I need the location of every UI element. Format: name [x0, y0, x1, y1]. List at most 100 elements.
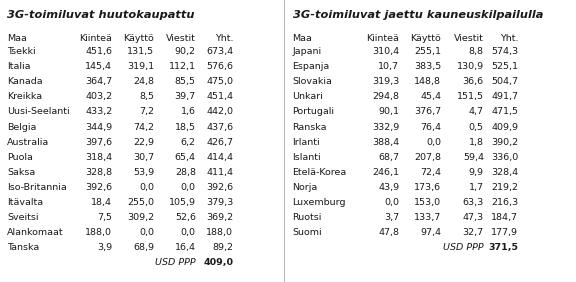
Text: 151,5: 151,5	[457, 92, 484, 101]
Text: Islanti: Islanti	[293, 153, 321, 162]
Text: 131,5: 131,5	[127, 47, 154, 56]
Text: 451,4: 451,4	[206, 92, 233, 101]
Text: 576,6: 576,6	[206, 62, 233, 71]
Text: 246,1: 246,1	[372, 168, 399, 177]
Text: 65,4: 65,4	[175, 153, 196, 162]
Text: 491,7: 491,7	[491, 92, 518, 101]
Text: Saksa: Saksa	[7, 168, 35, 177]
Text: 390,2: 390,2	[491, 138, 518, 147]
Text: 1,8: 1,8	[469, 138, 484, 147]
Text: 184,7: 184,7	[491, 213, 518, 222]
Text: 97,4: 97,4	[420, 228, 441, 237]
Text: 145,4: 145,4	[85, 62, 112, 71]
Text: 369,2: 369,2	[206, 213, 233, 222]
Text: 3,9: 3,9	[97, 243, 112, 252]
Text: USD PPP: USD PPP	[443, 243, 484, 252]
Text: 8,5: 8,5	[139, 92, 154, 101]
Text: Irlanti: Irlanti	[293, 138, 320, 147]
Text: 177,9: 177,9	[491, 228, 518, 237]
Text: 319,3: 319,3	[372, 77, 399, 86]
Text: Tsekki: Tsekki	[7, 47, 36, 56]
Text: 426,7: 426,7	[206, 138, 233, 147]
Text: 451,6: 451,6	[85, 47, 112, 56]
Text: 411,4: 411,4	[206, 168, 233, 177]
Text: 309,2: 309,2	[127, 213, 154, 222]
Text: 9,9: 9,9	[469, 168, 484, 177]
Text: 7,5: 7,5	[97, 213, 112, 222]
Text: 392,6: 392,6	[85, 183, 112, 192]
Text: 173,6: 173,6	[414, 183, 441, 192]
Text: 409,9: 409,9	[491, 123, 518, 131]
Text: 63,3: 63,3	[463, 198, 484, 207]
Text: Belgia: Belgia	[7, 123, 36, 131]
Text: Kanada: Kanada	[7, 77, 43, 86]
Text: 207,8: 207,8	[414, 153, 441, 162]
Text: 3G-toimiluvat jaettu kauneuskilpailulla: 3G-toimiluvat jaettu kauneuskilpailulla	[293, 10, 543, 20]
Text: Espanja: Espanja	[293, 62, 330, 71]
Text: 525,1: 525,1	[491, 62, 518, 71]
Text: 219,2: 219,2	[491, 183, 518, 192]
Text: 133,7: 133,7	[414, 213, 441, 222]
Text: 22,9: 22,9	[134, 138, 154, 147]
Text: 294,8: 294,8	[372, 92, 399, 101]
Text: 0,0: 0,0	[426, 138, 441, 147]
Text: USD PPP: USD PPP	[155, 258, 196, 267]
Text: 328,4: 328,4	[491, 168, 518, 177]
Text: Australia: Australia	[7, 138, 49, 147]
Text: 364,7: 364,7	[85, 77, 112, 86]
Text: 8,8: 8,8	[469, 47, 484, 56]
Text: 371,5: 371,5	[488, 243, 518, 252]
Text: 47,8: 47,8	[378, 228, 399, 237]
Text: 30,7: 30,7	[133, 153, 154, 162]
Text: Japani: Japani	[293, 47, 322, 56]
Text: 45,4: 45,4	[420, 92, 441, 101]
Text: 32,7: 32,7	[463, 228, 484, 237]
Text: 90,2: 90,2	[175, 47, 196, 56]
Text: 0,5: 0,5	[469, 123, 484, 131]
Text: 442,0: 442,0	[206, 107, 233, 116]
Text: 188,0: 188,0	[206, 228, 233, 237]
Text: 0,0: 0,0	[139, 228, 154, 237]
Text: Viestit: Viestit	[166, 34, 196, 43]
Text: Viestit: Viestit	[454, 34, 484, 43]
Text: 7,2: 7,2	[139, 107, 154, 116]
Text: 24,8: 24,8	[134, 77, 154, 86]
Text: 3G-toimiluvat huutokaupattu: 3G-toimiluvat huutokaupattu	[7, 10, 195, 20]
Text: 0,0: 0,0	[181, 183, 196, 192]
Text: 89,2: 89,2	[213, 243, 233, 252]
Text: 85,5: 85,5	[175, 77, 196, 86]
Text: 76,4: 76,4	[420, 123, 441, 131]
Text: 16,4: 16,4	[175, 243, 196, 252]
Text: Uusi-Seelanti: Uusi-Seelanti	[7, 107, 70, 116]
Text: Norja: Norja	[293, 183, 318, 192]
Text: 403,2: 403,2	[85, 92, 112, 101]
Text: 1,7: 1,7	[469, 183, 484, 192]
Text: 376,7: 376,7	[414, 107, 441, 116]
Text: Suomi: Suomi	[293, 228, 322, 237]
Text: 379,3: 379,3	[206, 198, 233, 207]
Text: 328,8: 328,8	[85, 168, 112, 177]
Text: 310,4: 310,4	[372, 47, 399, 56]
Text: 28,8: 28,8	[175, 168, 196, 177]
Text: Käyttö: Käyttö	[411, 34, 441, 43]
Text: 336,0: 336,0	[491, 153, 518, 162]
Text: Italia: Italia	[7, 62, 31, 71]
Text: 90,1: 90,1	[378, 107, 399, 116]
Text: 68,9: 68,9	[134, 243, 154, 252]
Text: 344,9: 344,9	[85, 123, 112, 131]
Text: Portugali: Portugali	[293, 107, 335, 116]
Text: 318,4: 318,4	[85, 153, 112, 162]
Text: Maa: Maa	[7, 34, 27, 43]
Text: 0,0: 0,0	[181, 228, 196, 237]
Text: Käyttö: Käyttö	[124, 34, 154, 43]
Text: Puola: Puola	[7, 153, 33, 162]
Text: Yht.: Yht.	[215, 34, 233, 43]
Text: Etelä-Korea: Etelä-Korea	[293, 168, 347, 177]
Text: 43,9: 43,9	[378, 183, 399, 192]
Text: 148,8: 148,8	[414, 77, 441, 86]
Text: 397,6: 397,6	[85, 138, 112, 147]
Text: 68,7: 68,7	[378, 153, 399, 162]
Text: Kiinteä: Kiinteä	[366, 34, 399, 43]
Text: 216,3: 216,3	[491, 198, 518, 207]
Text: 74,2: 74,2	[134, 123, 154, 131]
